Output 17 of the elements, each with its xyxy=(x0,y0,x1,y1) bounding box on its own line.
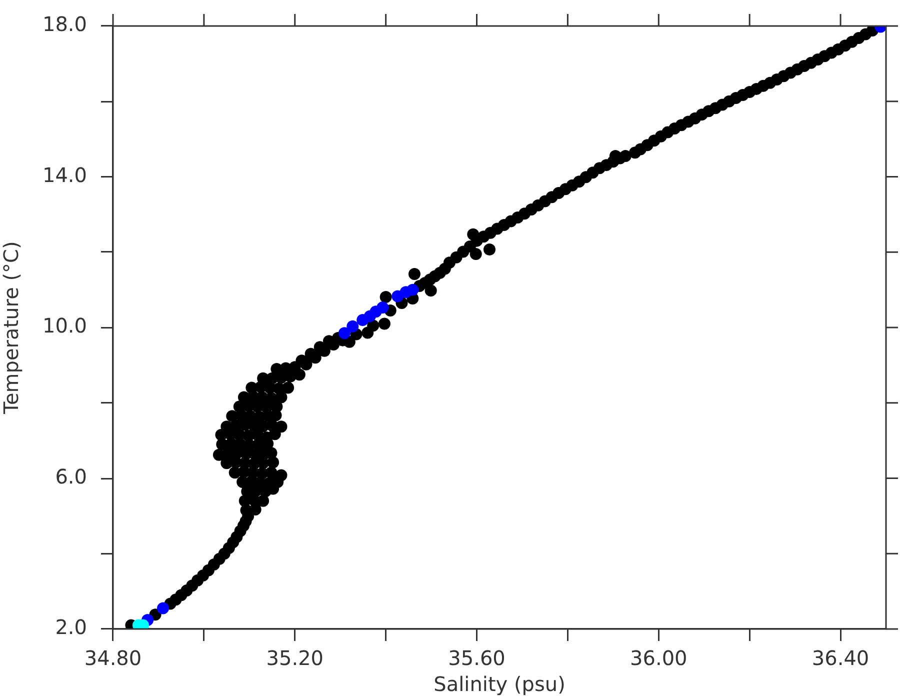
y-tick-label: 6.0 xyxy=(55,464,87,488)
x-tick-label: 35.20 xyxy=(266,646,324,670)
x-tick-label: 34.80 xyxy=(84,646,142,670)
y-axis-title: Temperature (°C) xyxy=(0,241,24,415)
y-tick-label: 18.0 xyxy=(42,12,87,36)
y-tick-label: 10.0 xyxy=(42,314,87,338)
point xyxy=(157,602,170,614)
x-axis-title: Salinity (psu) xyxy=(434,672,566,696)
point xyxy=(346,320,359,332)
point xyxy=(338,327,350,340)
x-tick-label: 36.40 xyxy=(812,646,870,670)
point xyxy=(406,284,419,296)
point xyxy=(376,302,389,314)
y-tick-label: 2.0 xyxy=(55,615,87,640)
y-tick-label: 14.0 xyxy=(42,162,87,187)
x-tick-label: 36.00 xyxy=(630,646,688,670)
x-tick-label: 35.60 xyxy=(448,646,506,670)
